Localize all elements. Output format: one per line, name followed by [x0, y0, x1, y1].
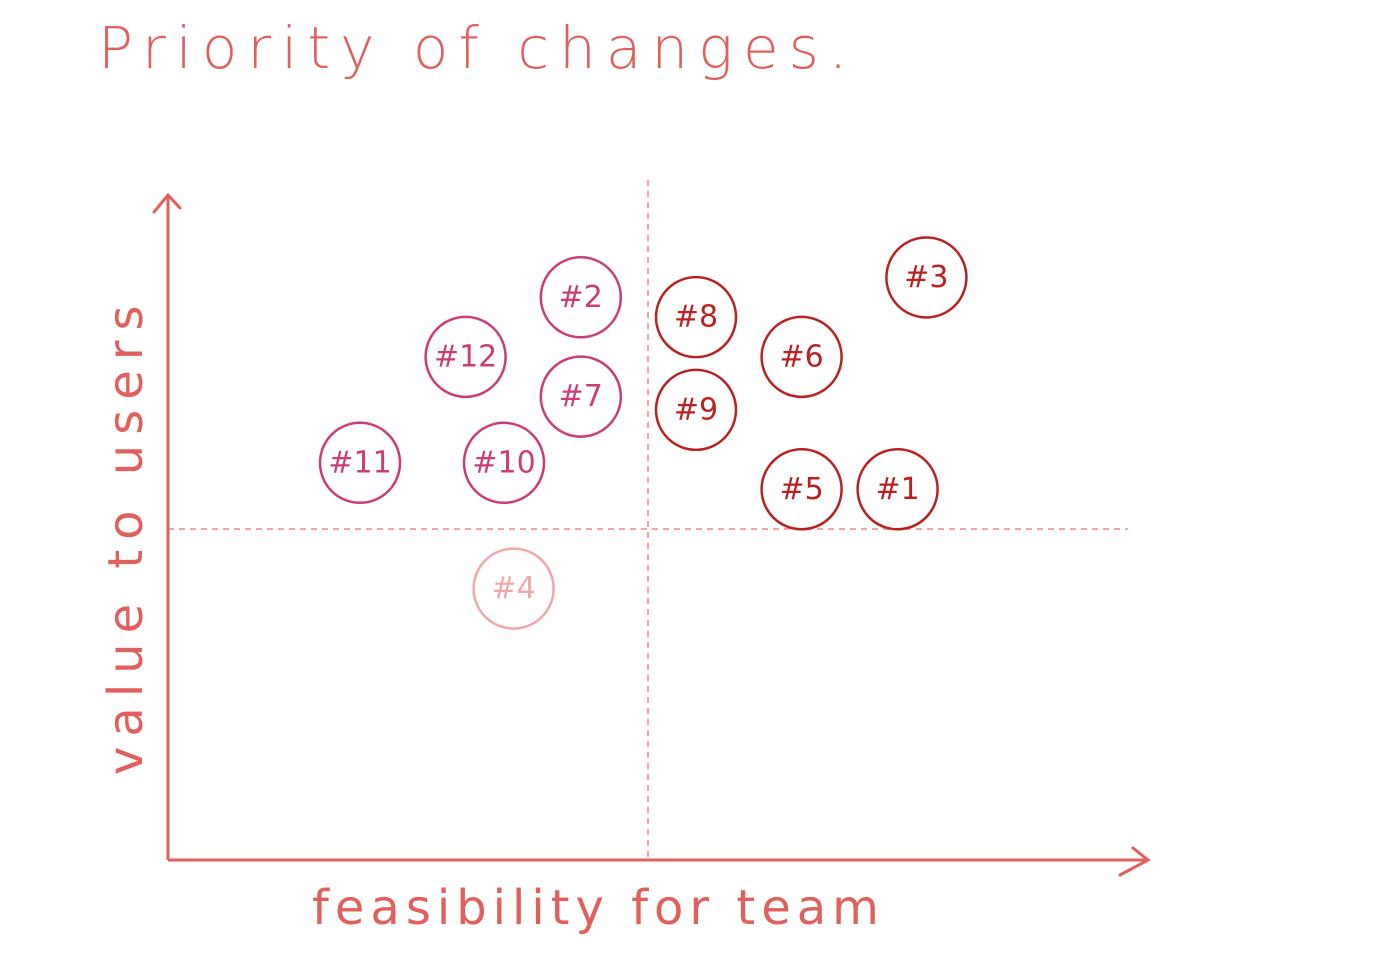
- point-marker: [654, 275, 738, 359]
- data-point: #9: [654, 368, 738, 452]
- point-label: #6: [779, 339, 823, 374]
- data-point: #2: [539, 256, 623, 339]
- point-marker: [654, 368, 738, 452]
- data-point: #11: [318, 421, 402, 505]
- point-label: #1: [875, 472, 919, 507]
- point-marker: [539, 256, 623, 339]
- point-label: #5: [779, 472, 823, 507]
- point-marker: [539, 355, 623, 438]
- point-marker: [318, 421, 402, 505]
- point-marker: [424, 315, 507, 399]
- data-point: #6: [760, 315, 843, 399]
- point-marker: [760, 448, 843, 531]
- y-axis-label: value to users: [98, 295, 154, 775]
- quadrant-dividers: [168, 180, 1128, 860]
- point-label: #9: [674, 392, 718, 427]
- point-marker: [462, 421, 546, 505]
- point-label: #12: [434, 339, 497, 374]
- point-marker: [856, 448, 939, 531]
- data-point: #5: [760, 448, 843, 531]
- data-point: #3: [885, 236, 968, 319]
- x-axis-arrow-icon: [1118, 846, 1151, 877]
- point-label: #2: [559, 280, 603, 315]
- data-point: #8: [654, 275, 738, 359]
- data-point: #4: [472, 547, 555, 630]
- point-label: #11: [328, 445, 391, 480]
- chart-title: Priority of changes.: [98, 14, 858, 82]
- point-marker: [885, 236, 968, 319]
- point-marker: [760, 315, 843, 399]
- axes: [152, 192, 1151, 877]
- y-axis-arrow-icon: [152, 192, 182, 214]
- data-point: #1: [856, 448, 939, 531]
- data-point: #7: [539, 355, 623, 438]
- data-point: #12: [424, 315, 507, 399]
- point-label: #10: [472, 445, 535, 480]
- point-label: #3: [904, 260, 948, 295]
- point-label: #4: [491, 571, 535, 606]
- x-axis-label: feasibility for team: [312, 880, 885, 936]
- data-point: #10: [462, 421, 546, 505]
- point-label: #7: [559, 379, 603, 414]
- data-points: #1 #2 #3 #4 #5 #6 #7 #8 #9 #10 #11 #12: [318, 236, 968, 630]
- point-label: #8: [674, 300, 718, 335]
- point-marker: [472, 547, 555, 630]
